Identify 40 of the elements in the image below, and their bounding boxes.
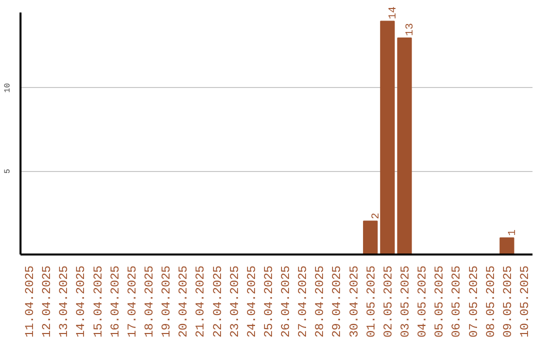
x-tick-label: 05.05.2025 — [432, 265, 447, 338]
x-tick-label: 21.04.2025 — [194, 265, 208, 338]
bar — [397, 37, 412, 254]
x-tick-label: 12.04.2025 — [40, 265, 54, 338]
x-tick-label: 15.04.2025 — [91, 265, 106, 338]
x-tick-label: 28.04.2025 — [313, 265, 328, 338]
x-tick-label: 01.05.2025 — [364, 265, 378, 338]
x-tick-label: 11.04.2025 — [23, 265, 38, 338]
x-tick-label: 14.04.2025 — [74, 265, 88, 338]
x-tick-label: 27.04.2025 — [296, 265, 310, 338]
x-tick-label: 30.04.2025 — [347, 265, 362, 338]
x-tick-label: 08.05.2025 — [484, 265, 498, 338]
data-label: 14 — [387, 6, 400, 20]
x-tick-label: 09.05.2025 — [500, 265, 515, 338]
y-tick-label: 5 — [4, 168, 12, 174]
bar — [500, 237, 514, 254]
x-tick-label: 23.04.2025 — [228, 265, 242, 338]
bar — [380, 20, 395, 254]
x-tick-label: 04.05.2025 — [416, 265, 430, 338]
x-tick-label: 22.04.2025 — [210, 265, 225, 338]
x-tick-label: 10.05.2025 — [518, 265, 532, 338]
x-tick-label: 02.05.2025 — [381, 265, 396, 338]
x-tick-label: 13.04.2025 — [57, 265, 72, 338]
x-tick-label: 29.04.2025 — [330, 265, 344, 338]
data-label: 2 — [370, 212, 382, 220]
x-tick-label: 16.04.2025 — [108, 265, 122, 338]
bar — [363, 220, 378, 254]
x-tick-label: 19.04.2025 — [160, 265, 174, 338]
x-tick-label: 18.04.2025 — [142, 265, 156, 338]
y-tick-label: 10 — [4, 82, 12, 93]
x-tick-label: 24.04.2025 — [244, 265, 259, 338]
x-tick-label: 07.05.2025 — [466, 265, 481, 338]
x-tick-label: 20.04.2025 — [176, 265, 191, 338]
x-tick-label: 25.04.2025 — [262, 265, 276, 338]
data-label: 13 — [404, 23, 416, 36]
x-tick-label: 03.05.2025 — [398, 265, 412, 338]
data-label: 1 — [506, 229, 519, 236]
x-tick-label: 26.04.2025 — [279, 265, 294, 338]
x-tick-label: 06.05.2025 — [450, 265, 464, 338]
x-tick-label: 17.04.2025 — [125, 265, 140, 338]
